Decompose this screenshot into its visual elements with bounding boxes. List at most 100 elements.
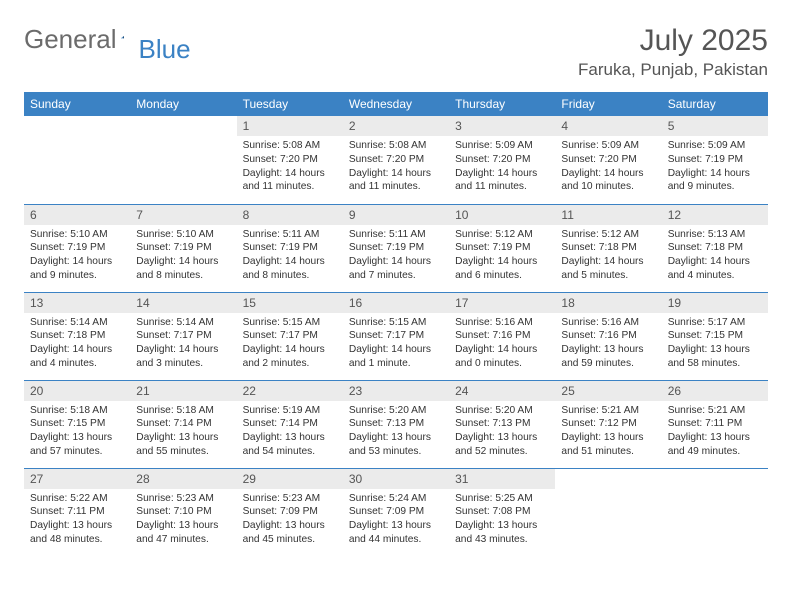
day-number: 14 — [130, 293, 236, 313]
day-number: 29 — [237, 469, 343, 489]
calendar-week-row: 13Sunrise: 5:14 AMSunset: 7:18 PMDayligh… — [24, 292, 768, 380]
calendar-day-cell — [130, 116, 236, 204]
calendar-body: 1Sunrise: 5:08 AMSunset: 7:20 PMDaylight… — [24, 116, 768, 556]
day-details: Sunrise: 5:11 AMSunset: 7:19 PMDaylight:… — [343, 225, 449, 289]
calendar-day-cell: 28Sunrise: 5:23 AMSunset: 7:10 PMDayligh… — [130, 468, 236, 556]
day-details: Sunrise: 5:15 AMSunset: 7:17 PMDaylight:… — [237, 313, 343, 377]
day-details: Sunrise: 5:20 AMSunset: 7:13 PMDaylight:… — [343, 401, 449, 465]
calendar-day-cell — [555, 468, 661, 556]
calendar-day-cell: 15Sunrise: 5:15 AMSunset: 7:17 PMDayligh… — [237, 292, 343, 380]
calendar-day-cell: 20Sunrise: 5:18 AMSunset: 7:15 PMDayligh… — [24, 380, 130, 468]
calendar-day-cell: 14Sunrise: 5:14 AMSunset: 7:17 PMDayligh… — [130, 292, 236, 380]
day-number: 30 — [343, 469, 449, 489]
calendar-day-cell: 23Sunrise: 5:20 AMSunset: 7:13 PMDayligh… — [343, 380, 449, 468]
calendar-day-cell: 11Sunrise: 5:12 AMSunset: 7:18 PMDayligh… — [555, 204, 661, 292]
calendar-day-cell: 6Sunrise: 5:10 AMSunset: 7:19 PMDaylight… — [24, 204, 130, 292]
weekday-header: Thursday — [449, 92, 555, 116]
day-details: Sunrise: 5:14 AMSunset: 7:17 PMDaylight:… — [130, 313, 236, 377]
day-number: 21 — [130, 381, 236, 401]
day-number: 4 — [555, 116, 661, 136]
calendar-day-cell: 26Sunrise: 5:21 AMSunset: 7:11 PMDayligh… — [662, 380, 768, 468]
calendar-day-cell: 24Sunrise: 5:20 AMSunset: 7:13 PMDayligh… — [449, 380, 555, 468]
day-number: 19 — [662, 293, 768, 313]
calendar-day-cell: 9Sunrise: 5:11 AMSunset: 7:19 PMDaylight… — [343, 204, 449, 292]
day-number: 2 — [343, 116, 449, 136]
day-number: 13 — [24, 293, 130, 313]
weekday-header: Tuesday — [237, 92, 343, 116]
day-details: Sunrise: 5:16 AMSunset: 7:16 PMDaylight:… — [555, 313, 661, 377]
day-details: Sunrise: 5:10 AMSunset: 7:19 PMDaylight:… — [130, 225, 236, 289]
day-details: Sunrise: 5:15 AMSunset: 7:17 PMDaylight:… — [343, 313, 449, 377]
calendar-day-cell: 21Sunrise: 5:18 AMSunset: 7:14 PMDayligh… — [130, 380, 236, 468]
weekday-header: Saturday — [662, 92, 768, 116]
day-number: 1 — [237, 116, 343, 136]
location-text: Faruka, Punjab, Pakistan — [578, 60, 768, 80]
day-details: Sunrise: 5:09 AMSunset: 7:20 PMDaylight:… — [555, 136, 661, 200]
day-details: Sunrise: 5:21 AMSunset: 7:12 PMDaylight:… — [555, 401, 661, 465]
calendar-day-cell: 30Sunrise: 5:24 AMSunset: 7:09 PMDayligh… — [343, 468, 449, 556]
page-header: General Blue July 2025 Faruka, Punjab, P… — [24, 24, 768, 80]
calendar-day-cell: 16Sunrise: 5:15 AMSunset: 7:17 PMDayligh… — [343, 292, 449, 380]
logo-text-general: General — [24, 24, 117, 55]
weekday-header: Sunday — [24, 92, 130, 116]
month-title: July 2025 — [578, 24, 768, 58]
calendar-day-cell: 19Sunrise: 5:17 AMSunset: 7:15 PMDayligh… — [662, 292, 768, 380]
weekday-header-row: Sunday Monday Tuesday Wednesday Thursday… — [24, 92, 768, 116]
day-number: 31 — [449, 469, 555, 489]
day-number: 9 — [343, 205, 449, 225]
day-number: 24 — [449, 381, 555, 401]
calendar-day-cell: 3Sunrise: 5:09 AMSunset: 7:20 PMDaylight… — [449, 116, 555, 204]
day-details: Sunrise: 5:17 AMSunset: 7:15 PMDaylight:… — [662, 313, 768, 377]
calendar-week-row: 1Sunrise: 5:08 AMSunset: 7:20 PMDaylight… — [24, 116, 768, 204]
day-details: Sunrise: 5:09 AMSunset: 7:20 PMDaylight:… — [449, 136, 555, 200]
calendar-week-row: 20Sunrise: 5:18 AMSunset: 7:15 PMDayligh… — [24, 380, 768, 468]
calendar-day-cell — [24, 116, 130, 204]
day-details: Sunrise: 5:16 AMSunset: 7:16 PMDaylight:… — [449, 313, 555, 377]
calendar-day-cell: 17Sunrise: 5:16 AMSunset: 7:16 PMDayligh… — [449, 292, 555, 380]
day-number: 22 — [237, 381, 343, 401]
calendar-day-cell: 27Sunrise: 5:22 AMSunset: 7:11 PMDayligh… — [24, 468, 130, 556]
day-number: 11 — [555, 205, 661, 225]
day-details: Sunrise: 5:24 AMSunset: 7:09 PMDaylight:… — [343, 489, 449, 553]
calendar-day-cell — [662, 468, 768, 556]
calendar-week-row: 6Sunrise: 5:10 AMSunset: 7:19 PMDaylight… — [24, 204, 768, 292]
day-number: 10 — [449, 205, 555, 225]
weekday-header: Monday — [130, 92, 236, 116]
day-details: Sunrise: 5:23 AMSunset: 7:10 PMDaylight:… — [130, 489, 236, 553]
day-details: Sunrise: 5:12 AMSunset: 7:18 PMDaylight:… — [555, 225, 661, 289]
day-number: 5 — [662, 116, 768, 136]
calendar-day-cell: 4Sunrise: 5:09 AMSunset: 7:20 PMDaylight… — [555, 116, 661, 204]
calendar-day-cell: 13Sunrise: 5:14 AMSunset: 7:18 PMDayligh… — [24, 292, 130, 380]
title-block: July 2025 Faruka, Punjab, Pakistan — [578, 24, 768, 80]
day-number: 25 — [555, 381, 661, 401]
day-details: Sunrise: 5:10 AMSunset: 7:19 PMDaylight:… — [24, 225, 130, 289]
calendar-day-cell: 10Sunrise: 5:12 AMSunset: 7:19 PMDayligh… — [449, 204, 555, 292]
calendar-day-cell: 8Sunrise: 5:11 AMSunset: 7:19 PMDaylight… — [237, 204, 343, 292]
logo-text-blue: Blue — [139, 34, 191, 65]
day-details: Sunrise: 5:12 AMSunset: 7:19 PMDaylight:… — [449, 225, 555, 289]
day-number: 17 — [449, 293, 555, 313]
day-details: Sunrise: 5:20 AMSunset: 7:13 PMDaylight:… — [449, 401, 555, 465]
day-number: 8 — [237, 205, 343, 225]
day-number: 27 — [24, 469, 130, 489]
calendar-day-cell: 2Sunrise: 5:08 AMSunset: 7:20 PMDaylight… — [343, 116, 449, 204]
day-details: Sunrise: 5:18 AMSunset: 7:14 PMDaylight:… — [130, 401, 236, 465]
day-number: 15 — [237, 293, 343, 313]
calendar-day-cell: 12Sunrise: 5:13 AMSunset: 7:18 PMDayligh… — [662, 204, 768, 292]
day-number: 7 — [130, 205, 236, 225]
day-details: Sunrise: 5:25 AMSunset: 7:08 PMDaylight:… — [449, 489, 555, 553]
day-details: Sunrise: 5:14 AMSunset: 7:18 PMDaylight:… — [24, 313, 130, 377]
day-number: 6 — [24, 205, 130, 225]
day-details: Sunrise: 5:13 AMSunset: 7:18 PMDaylight:… — [662, 225, 768, 289]
day-details: Sunrise: 5:21 AMSunset: 7:11 PMDaylight:… — [662, 401, 768, 465]
day-number: 3 — [449, 116, 555, 136]
day-details: Sunrise: 5:19 AMSunset: 7:14 PMDaylight:… — [237, 401, 343, 465]
calendar-day-cell: 22Sunrise: 5:19 AMSunset: 7:14 PMDayligh… — [237, 380, 343, 468]
day-details: Sunrise: 5:11 AMSunset: 7:19 PMDaylight:… — [237, 225, 343, 289]
calendar-week-row: 27Sunrise: 5:22 AMSunset: 7:11 PMDayligh… — [24, 468, 768, 556]
calendar-day-cell: 1Sunrise: 5:08 AMSunset: 7:20 PMDaylight… — [237, 116, 343, 204]
day-details: Sunrise: 5:18 AMSunset: 7:15 PMDaylight:… — [24, 401, 130, 465]
calendar-day-cell: 25Sunrise: 5:21 AMSunset: 7:12 PMDayligh… — [555, 380, 661, 468]
calendar-day-cell: 5Sunrise: 5:09 AMSunset: 7:19 PMDaylight… — [662, 116, 768, 204]
day-details: Sunrise: 5:08 AMSunset: 7:20 PMDaylight:… — [237, 136, 343, 200]
